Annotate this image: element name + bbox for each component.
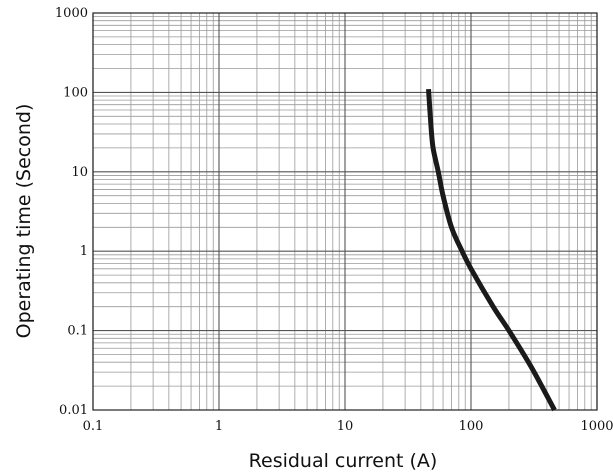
x-tick-label: 1: [215, 419, 223, 434]
x-tick-label: 1000: [580, 419, 613, 434]
x-tick-label: 0.1: [83, 419, 104, 434]
y-tick-label: 1000: [55, 6, 88, 21]
y-tick-label: 0.1: [67, 324, 88, 339]
x-tick-label: 100: [459, 419, 484, 434]
y-tick-label: 100: [63, 85, 88, 100]
plot-frame: [92, 12, 598, 411]
y-axis-title: Operating time (Second): [13, 104, 35, 339]
x-axis-title: Residual current (A): [249, 450, 438, 472]
major-grid: [92, 12, 598, 411]
y-tick-label: 0.01: [59, 403, 88, 418]
x-tick-labels: 0.1 1 10 100 1000: [83, 419, 613, 434]
y-tick-labels: 0.01 0.1 1 10 100 1000: [55, 6, 88, 418]
series-layer: [426, 88, 557, 412]
series-line: [426, 88, 557, 412]
x-tick-label: 10: [337, 419, 354, 434]
y-tick-label: 1: [80, 244, 88, 259]
y-tick-label: 10: [71, 165, 88, 180]
